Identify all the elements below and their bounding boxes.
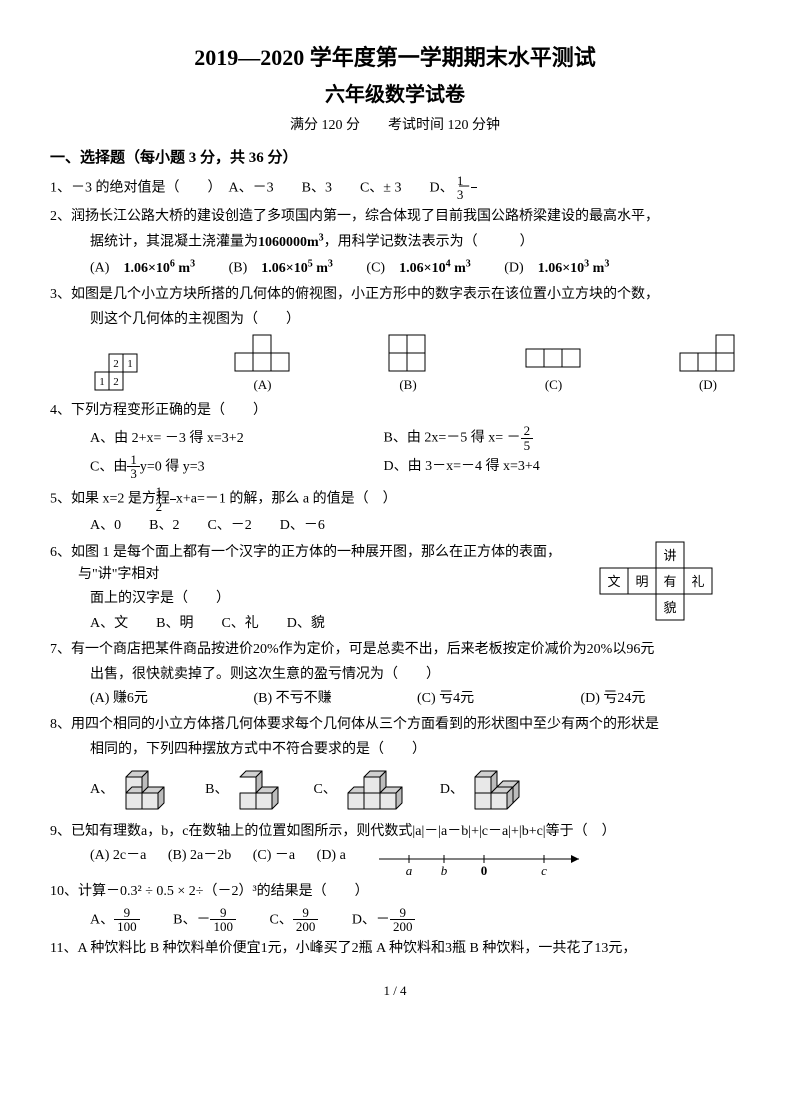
- svg-text:2: 2: [113, 358, 119, 370]
- q4-c: C、由13y=0 得 y=3: [90, 453, 350, 481]
- q3-line2: 则这个几何体的主视图为（ ）: [50, 309, 740, 331]
- svg-text:讲: 讲: [663, 548, 676, 563]
- svg-text:文: 文: [607, 574, 620, 589]
- q5-opts: A、0 B、2 C、－2 D、－6: [50, 515, 740, 537]
- svg-text:1: 1: [127, 358, 133, 370]
- svg-text:有: 有: [663, 574, 676, 589]
- q8-figs: A、 B、 C: [50, 763, 740, 817]
- svg-text:c: c: [541, 863, 547, 877]
- q6-opts: A、文 B、明 C、礼 D、貌: [50, 613, 580, 635]
- title-line2: 六年级数学试卷: [50, 79, 740, 111]
- q3-opt-b: [385, 333, 431, 373]
- q2-options: (A) 1.06×106 m3 (B) 1.06×105 m3 (C) 1.06…: [50, 256, 740, 280]
- q9-opts: (A) 2c－a (B) 2a－2b (C) －a (D) a: [50, 845, 364, 867]
- q8-d-fig: [467, 763, 537, 817]
- q2-line2: 据统计，其混凝土浇灌量为1060000m3，用科学记数法表示为（ ）: [50, 230, 740, 254]
- question-4: 4、下列方程变形正确的是（ ）: [50, 400, 740, 422]
- question-1: 1、－3 的绝对值是（ ） A、－3 B、3 C、± 3 D、 －13: [50, 174, 740, 202]
- question-5: 5、如果 x=2 是方程12x+a=－1 的解，那么 a 的值是（ ）: [50, 485, 740, 513]
- q8-a-fig: [118, 763, 184, 817]
- page-footer: 1 / 4: [50, 981, 740, 1002]
- q7-line2: 出售，很快就卖掉了。则这次生意的盈亏情况为（ ）: [50, 664, 740, 686]
- q3-topview: 2 1 1 2: [90, 352, 140, 396]
- q1-frac: 13: [471, 174, 477, 202]
- q2-line1: 2、润扬长江公路大桥的建设创造了多项国内第一，综合体现了目前我国公路桥梁建设的最…: [50, 209, 659, 224]
- question-10: 10、计算－0.3² ÷ 0.5 × 2÷（－2）³的结果是（ ）: [50, 881, 740, 903]
- subtitle: 满分 120 分 考试时间 120 分钟: [50, 115, 740, 137]
- svg-text:1: 1: [99, 376, 105, 388]
- title-line1: 2019—2020 学年度第一学期期末水平测试: [50, 40, 740, 75]
- q3-opt-a: [231, 333, 295, 373]
- question-3: 3、如图是几个小立方块所搭的几何体的俯视图，小正方形中的数字表示在该位置小立方块…: [50, 284, 740, 306]
- q3-line1: 3、如图是几个小立方块所搭的几何体的俯视图，小正方形中的数字表示在该位置小立方块…: [50, 287, 659, 302]
- question-11: 11、A 种饮料比 B 种饮料单价便宜1元，小峰买了2瓶 A 种饮料和3瓶 B …: [50, 938, 740, 960]
- question-6: 6、如图 1 是每个面上都有一个汉字的正方体的一种展开图，那么在正方体的表面，与…: [50, 542, 580, 587]
- question-7: 7、有一个商店把某件商品按进价20%作为定价，可是总卖不出，后来老板按定价减价为…: [50, 639, 740, 661]
- q4-a: A、由 2+x= －3 得 x=3+2: [90, 428, 350, 450]
- svg-text:礼: 礼: [691, 574, 704, 589]
- section-1-head: 一、选择题（每小题 3 分，共 36 分）: [50, 146, 740, 170]
- svg-text:明: 明: [635, 574, 648, 589]
- svg-text:2: 2: [113, 376, 119, 388]
- q4-b: B、由 2x=－5 得 x= －25: [384, 424, 534, 452]
- svg-text:貌: 貌: [663, 600, 676, 615]
- question-8: 8、用四个相同的小立方体搭几何体要求每个几何体从三个方面看到的形状图中至少有两个…: [50, 714, 740, 736]
- q6-line2: 面上的汉字是（ ）: [50, 588, 580, 610]
- svg-text:0: 0: [481, 863, 488, 877]
- svg-text:b: b: [441, 863, 448, 877]
- svg-text:a: a: [406, 863, 413, 877]
- q3-figures: 2 1 1 2 (A) (B) (C): [50, 333, 740, 396]
- q3-opt-c: [522, 345, 586, 373]
- q9-numberline: a b 0 c: [374, 845, 594, 877]
- q1-stem: 1、－3 的绝对值是（ ） A、－3 B、3 C、± 3 D、: [50, 180, 454, 195]
- q3-opt-d: [676, 333, 740, 373]
- q8-b-fig: [232, 763, 292, 817]
- q7-opts: (A) 赚6元 (B) 不亏不赚 (C) 亏4元 (D) 亏24元: [50, 688, 740, 710]
- question-9: 9、已知有理数a，b，c在数轴上的位置如图所示，则代数式|a|－|a－b|+|c…: [50, 821, 740, 843]
- q4-d: D、由 3－x=－4 得 x=3+4: [384, 456, 540, 478]
- q8-line2: 相同的，下列四种摆放方式中不符合要求的是（ ）: [50, 739, 740, 761]
- q6-net: 讲 文 明 有 礼 貌: [590, 538, 730, 628]
- question-2: 2、润扬长江公路大桥的建设创造了多项国内第一，综合体现了目前我国公路桥梁建设的最…: [50, 206, 740, 228]
- q8-c-fig: [340, 763, 418, 817]
- q10-opts: A、9100 B、－9100 C、9200 D、－9200: [50, 906, 740, 934]
